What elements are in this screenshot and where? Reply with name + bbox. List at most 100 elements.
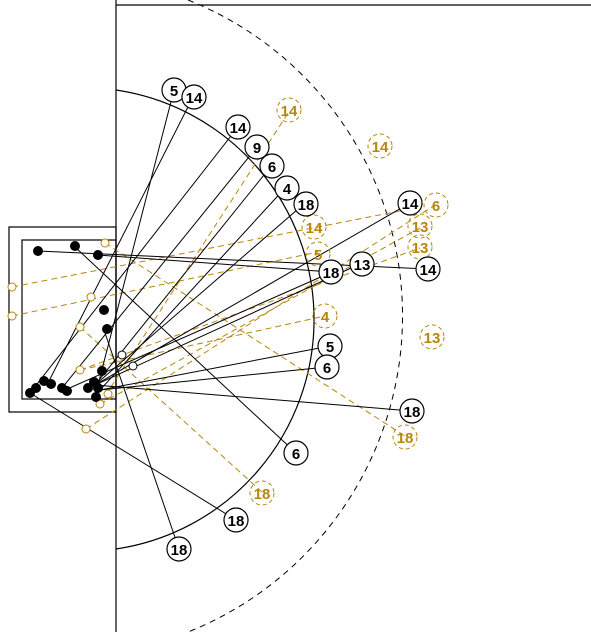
black-point [31, 383, 41, 393]
gold-marker-label: 18 [397, 430, 414, 447]
black-marker-label: 14 [420, 262, 437, 279]
gold-marker-label: 13 [412, 219, 429, 236]
black-line [99, 366, 328, 391]
black-marker-label: 18 [228, 513, 245, 530]
black-marker-label: 14 [230, 120, 247, 137]
black-line [61, 146, 258, 389]
black-line [103, 329, 180, 550]
gold-marker: 13 [407, 234, 433, 260]
black-line [97, 89, 175, 386]
black-marker: 5 [161, 77, 187, 103]
black-line [29, 126, 239, 394]
black-line [47, 96, 194, 384]
gold-marker-label: 14 [372, 139, 389, 156]
black-marker: 13 [349, 251, 375, 277]
black-point [91, 392, 101, 402]
black-point [62, 386, 72, 396]
black-hollow-point [117, 350, 127, 360]
gold-marker: 18 [392, 424, 418, 450]
black-line [99, 345, 331, 391]
black-point [93, 250, 103, 260]
black-point [70, 241, 80, 251]
gold-pass-lines [11, 109, 436, 493]
black-line [94, 202, 411, 386]
black-marker-label: 14 [186, 90, 203, 107]
black-point [97, 366, 107, 376]
gold-marker-label: 18 [254, 486, 271, 503]
black-marker: 14 [415, 256, 441, 282]
black-filled-points [25, 241, 112, 402]
gold-marker: 5 [305, 241, 331, 267]
gold-marker: 6 [423, 192, 449, 218]
black-marker: 4 [274, 175, 300, 201]
black-line [64, 271, 333, 391]
gold-hollow-points [7, 238, 113, 434]
gold-marker-label: 5 [314, 247, 322, 264]
gold-marker: 13 [407, 213, 433, 239]
gold-marker-label: 14 [281, 103, 298, 120]
gold-marker: 13 [419, 324, 445, 350]
gold-point [75, 322, 85, 332]
black-hollow-points [117, 350, 138, 371]
black-marker-label: 13 [354, 257, 371, 274]
black-marker-label: 6 [323, 360, 331, 377]
black-marker: 14 [397, 190, 423, 216]
gold-point [7, 282, 17, 292]
black-marker: 6 [259, 153, 285, 179]
black-line [29, 392, 237, 521]
black-marker-label: 5 [170, 83, 178, 100]
black-point [46, 379, 56, 389]
black-marker-label: 18 [298, 197, 315, 214]
gold-point [103, 389, 113, 399]
black-point [33, 246, 43, 256]
black-marker: 5 [317, 333, 343, 359]
black-point [99, 305, 109, 315]
black-marker: 18 [293, 191, 319, 217]
gold-marker: 14 [276, 97, 302, 123]
black-marker-label: 6 [292, 446, 300, 463]
gold-line [79, 315, 326, 371]
black-marker-label: 18 [404, 404, 421, 421]
gold-marker: 4 [312, 303, 338, 329]
black-line [94, 384, 413, 412]
gold-line [85, 204, 436, 430]
black-marker: 18 [166, 536, 192, 562]
inner-box [21, 239, 117, 400]
gold-markers: 14 14 14 6 13 13 5 4 [249, 97, 449, 506]
gold-marker-label: 13 [412, 240, 429, 257]
black-line [99, 186, 287, 391]
gold-line [99, 227, 421, 405]
black-marker-label: 4 [283, 181, 292, 198]
black-point [93, 383, 103, 393]
black-line [94, 202, 306, 386]
black-marker: 6 [314, 354, 340, 380]
gold-line [79, 326, 263, 493]
gold-point [100, 238, 110, 248]
gold-marker-label: 6 [432, 198, 440, 215]
gold-point [75, 365, 85, 375]
black-marker: 14 [181, 84, 207, 110]
black-line [97, 254, 332, 273]
gold-marker: 14 [301, 214, 327, 240]
black-line [94, 262, 363, 386]
black-marker: 6 [283, 440, 309, 466]
gold-line [11, 251, 319, 317]
black-markers: 5 14 14 9 6 4 18 14 [161, 77, 441, 562]
black-marker-label: 9 [253, 140, 261, 157]
black-marker: 9 [244, 134, 270, 160]
gold-marker-label: 13 [424, 330, 441, 347]
black-line [94, 164, 273, 386]
gold-point [7, 311, 17, 321]
black-marker-label: 18 [171, 542, 188, 559]
black-point [102, 324, 112, 334]
gold-marker: 14 [367, 133, 393, 159]
black-marker-label: 14 [402, 196, 419, 213]
gold-point [81, 424, 91, 434]
gold-point [86, 292, 96, 302]
black-marker-label: 18 [323, 265, 340, 282]
black-marker-label: 6 [268, 159, 276, 176]
court-outline [8, 0, 591, 632]
black-line [74, 246, 297, 454]
black-pass-lines [29, 89, 429, 550]
